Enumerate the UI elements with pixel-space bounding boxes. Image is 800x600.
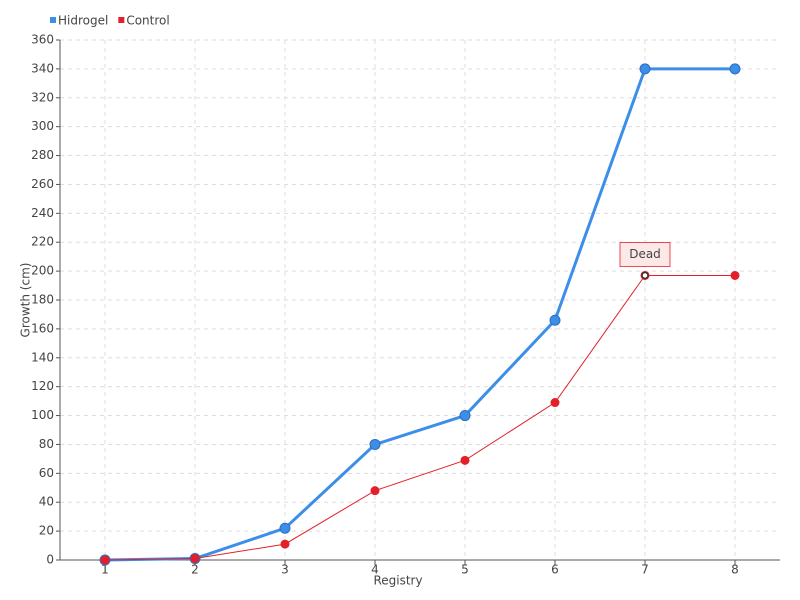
x-tick-label: 2	[191, 563, 199, 577]
y-tick-label: 320	[31, 90, 54, 104]
data-point	[279, 522, 291, 534]
y-tick-label: 340	[31, 61, 54, 75]
data-point	[370, 486, 380, 496]
y-tick-label: 300	[31, 119, 54, 133]
x-tick-label: 5	[461, 563, 469, 577]
legend-label: Control	[126, 14, 169, 28]
data-point	[369, 438, 381, 450]
x-tick-label: 7	[641, 563, 649, 577]
x-axis-label: Registry	[373, 574, 422, 588]
y-tick-label: 80	[39, 437, 54, 451]
data-point	[460, 455, 470, 465]
data-point	[729, 63, 741, 75]
data-point	[639, 63, 651, 75]
x-tick-label: 6	[551, 563, 559, 577]
y-tick-label: 180	[31, 293, 54, 307]
y-tick-label: 160	[31, 321, 54, 335]
annotation-box	[619, 242, 671, 267]
y-tick-label: 120	[31, 379, 54, 393]
y-tick-label: 360	[31, 33, 54, 47]
y-tick-label: 200	[31, 264, 54, 278]
y-tick-label: 0	[46, 553, 54, 567]
annotation-text: Dead	[629, 247, 661, 261]
y-tick-label: 140	[31, 350, 54, 364]
y-tick-label: 20	[39, 524, 54, 538]
series-line	[104, 67, 735, 562]
data-point	[459, 410, 471, 422]
y-tick-label: 100	[31, 408, 54, 422]
x-tick-label: 4	[371, 563, 379, 577]
data-point	[100, 555, 110, 565]
y-tick-label: 240	[31, 206, 54, 220]
data-point	[730, 270, 740, 280]
x-tick-label: 1	[101, 563, 109, 577]
legend-label: Hidrogel	[58, 14, 108, 28]
y-tick-label: 220	[31, 235, 54, 249]
annotation-point	[641, 271, 649, 280]
x-tick-label: 3	[281, 563, 289, 577]
data-point	[550, 398, 560, 408]
y-tick-label: 280	[31, 148, 54, 162]
data-point	[280, 539, 290, 549]
series-line	[104, 274, 735, 561]
data-point	[549, 314, 561, 326]
y-axis-label: Growth (cm)	[19, 263, 33, 338]
legend-swatch	[118, 17, 125, 23]
y-tick-label: 60	[39, 466, 54, 480]
x-tick-label: 8	[731, 563, 739, 577]
y-tick-label: 260	[31, 177, 54, 191]
data-point	[190, 554, 200, 564]
legend-swatch	[50, 17, 56, 23]
y-tick-label: 40	[39, 495, 54, 509]
